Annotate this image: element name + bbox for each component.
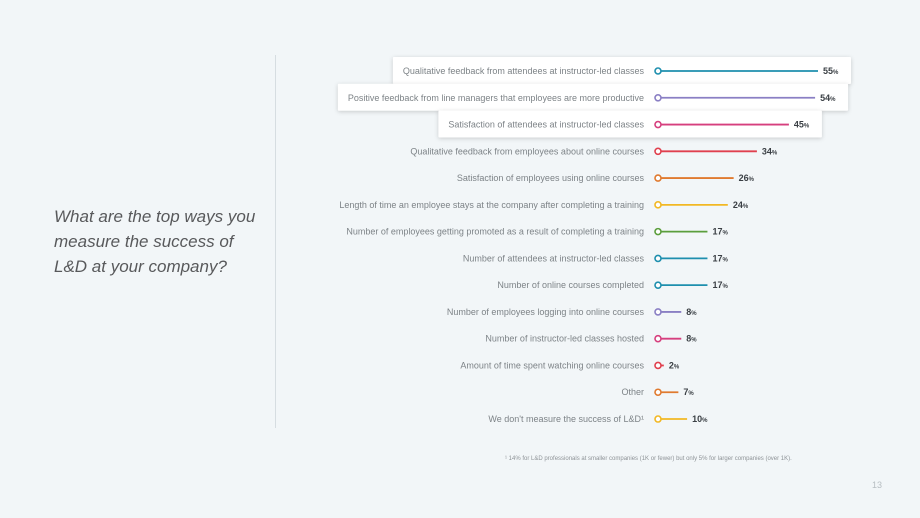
category-label: Number of employees logging into online … — [447, 307, 645, 317]
page-number: 13 — [872, 480, 883, 490]
value-label: 26% — [739, 173, 755, 183]
value-suffix: % — [804, 124, 810, 130]
value-suffix: % — [772, 150, 778, 156]
value-label: 10% — [692, 414, 708, 424]
category-label: Positive feedback from line managers tha… — [348, 93, 644, 103]
category-label: We don't measure the success of L&D¹ — [488, 414, 644, 424]
bar-start-marker — [654, 281, 662, 289]
value-label: 54% — [820, 93, 836, 103]
value-suffix: % — [830, 97, 836, 103]
bar-start-marker — [654, 201, 662, 209]
bar-start-marker — [654, 120, 662, 129]
value-label: 8% — [686, 307, 697, 317]
bar-start-marker — [654, 147, 662, 156]
value-suffix: % — [743, 204, 749, 210]
measurement-chart: Qualitative feedback from attendees at i… — [337, 57, 852, 424]
category-label: Amount of time spent watching online cou… — [460, 360, 644, 370]
bar-start-marker — [654, 388, 662, 397]
value-suffix: % — [674, 364, 680, 370]
value-label: 2% — [669, 360, 680, 370]
bar-start-marker — [654, 254, 662, 263]
value-label: 17% — [712, 253, 728, 263]
value-label: 45% — [794, 120, 810, 130]
value-label: 17% — [712, 280, 728, 290]
value-suffix: % — [691, 338, 697, 344]
category-label: Number of instructor-led classes hosted — [485, 334, 644, 344]
category-label: Length of time an employee stays at the … — [339, 200, 644, 210]
value-label: 17% — [712, 227, 728, 237]
category-label: Satisfaction of attendees at instructor-… — [448, 120, 644, 130]
value-suffix: % — [722, 231, 728, 237]
value-label: 8% — [686, 334, 697, 344]
category-label: Qualitative feedback from attendees at i… — [403, 66, 645, 76]
value-suffix: % — [722, 257, 728, 263]
category-label: Qualitative feedback from employees abou… — [410, 146, 644, 156]
question-text: What are the top ways you measure the su… — [54, 207, 256, 276]
bar-start-marker — [654, 361, 662, 370]
bar-start-marker — [654, 308, 662, 316]
bar-start-marker — [654, 67, 662, 75]
category-label: Number of online courses completed — [497, 280, 644, 290]
value-suffix: % — [702, 418, 708, 424]
value-label: 24% — [733, 200, 749, 210]
vertical-divider — [275, 55, 276, 428]
value-suffix: % — [722, 284, 728, 290]
category-label: Number of attendees at instructor-led cl… — [463, 253, 645, 263]
highlight-box — [337, 83, 849, 111]
value-label: 7% — [683, 387, 694, 397]
highlight-box — [392, 57, 852, 84]
highlight-box — [438, 110, 822, 138]
bar-start-marker — [654, 174, 662, 182]
value-suffix: % — [749, 177, 755, 183]
bar-start-marker — [654, 227, 662, 236]
category-label: Other — [621, 387, 644, 397]
value-suffix: % — [691, 311, 697, 317]
value-suffix: % — [688, 391, 694, 397]
bar-start-marker — [654, 93, 662, 102]
bar-start-marker — [654, 415, 662, 423]
category-label: Number of employees getting promoted as … — [346, 227, 644, 237]
category-label: Satisfaction of employees using online c… — [457, 173, 645, 183]
bar-start-marker — [654, 334, 662, 343]
footnote: ¹ 14% for L&D professionals at smaller c… — [505, 456, 792, 462]
value-label: 55% — [823, 66, 839, 76]
value-label: 34% — [762, 146, 778, 156]
value-suffix: % — [833, 70, 839, 76]
